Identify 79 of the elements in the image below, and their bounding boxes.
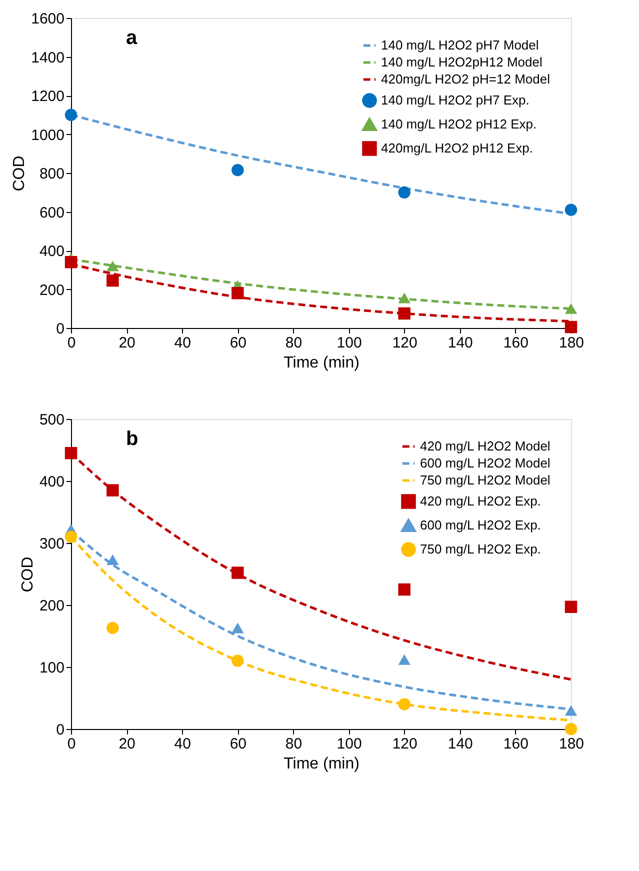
x-tick-label: 180 bbox=[558, 334, 584, 352]
point bbox=[398, 292, 410, 304]
point bbox=[398, 186, 410, 198]
y-tick-label: 0 bbox=[56, 722, 64, 738]
y-tick-label: 1400 bbox=[31, 49, 64, 66]
y-tick-label: 400 bbox=[39, 243, 64, 260]
x-tick-label: 0 bbox=[67, 736, 76, 752]
point bbox=[398, 583, 410, 596]
y-tick-label: 1200 bbox=[31, 88, 64, 105]
legend-label: 420mg/L H2O2 pH12 Exp. bbox=[381, 140, 533, 156]
x-tick-label: 60 bbox=[230, 736, 247, 752]
point bbox=[232, 287, 244, 300]
x-axis-title: Time (min) bbox=[284, 756, 360, 772]
y-axis-title: COD bbox=[11, 156, 28, 192]
point bbox=[232, 566, 244, 579]
point bbox=[64, 108, 78, 121]
point bbox=[232, 164, 244, 176]
y-tick-label: 0 bbox=[56, 320, 64, 338]
point bbox=[232, 654, 244, 667]
x-tick-label: 40 bbox=[174, 736, 191, 752]
x-tick-label: 160 bbox=[503, 334, 528, 352]
x-tick-label: 120 bbox=[392, 334, 418, 352]
legend-label: 420mg/L H2O2 pH=12 Model bbox=[381, 72, 550, 86]
x-tick-label: 160 bbox=[503, 736, 528, 752]
point bbox=[564, 320, 578, 334]
point bbox=[106, 484, 119, 496]
point bbox=[398, 698, 410, 710]
y-tick-label: 800 bbox=[39, 166, 64, 182]
x-tick-label: 20 bbox=[118, 736, 136, 752]
point bbox=[398, 654, 410, 665]
point bbox=[106, 274, 119, 287]
x-tick-label: 0 bbox=[67, 334, 76, 352]
legend-label: 140 mg/L H2O2 pH12 Exp. bbox=[381, 116, 537, 132]
legend-label: 140 mg/L H2O2 pH7 Exp. bbox=[381, 92, 530, 108]
legend-label: 750 mg/L H2O2 Exp. bbox=[420, 542, 541, 556]
point bbox=[64, 256, 78, 268]
legend-label: 600 mg/L H2O2 Exp. bbox=[420, 518, 541, 532]
x-tick-label: 140 bbox=[448, 334, 473, 352]
annotation: a bbox=[126, 27, 138, 49]
point bbox=[564, 705, 578, 716]
y-tick-label: 200 bbox=[39, 282, 64, 299]
y-tick-label: 600 bbox=[39, 204, 64, 222]
x-tick-label: 140 bbox=[448, 736, 473, 752]
y-tick-label: 400 bbox=[39, 474, 64, 490]
point bbox=[64, 530, 78, 543]
point bbox=[564, 303, 578, 314]
point bbox=[564, 600, 578, 613]
x-tick-label: 120 bbox=[392, 736, 418, 752]
y-tick-label: 1000 bbox=[31, 126, 64, 144]
y-tick-label: 100 bbox=[39, 660, 64, 676]
y-axis-title: COD bbox=[19, 556, 36, 592]
y-tick-label: 500 bbox=[39, 412, 64, 428]
point bbox=[64, 446, 78, 460]
x-tick-label: 20 bbox=[118, 334, 136, 352]
point bbox=[106, 622, 119, 634]
x-tick-label: 180 bbox=[558, 736, 584, 752]
legend-label: 750 mg/L H2O2 Model bbox=[420, 472, 550, 488]
point bbox=[232, 622, 244, 634]
x-tick-label: 80 bbox=[285, 334, 302, 352]
legend-label: 420 mg/L H2O2 Model bbox=[420, 438, 550, 454]
x-tick-label: 100 bbox=[336, 334, 362, 352]
point bbox=[106, 260, 119, 272]
y-tick-label: 1600 bbox=[31, 10, 64, 28]
x-tick-label: 100 bbox=[336, 736, 362, 752]
x-tick-label: 60 bbox=[230, 334, 247, 352]
x-tick-label: 40 bbox=[174, 334, 191, 352]
y-tick-label: 300 bbox=[39, 536, 64, 552]
legend-label: 600 mg/L H2O2 Model bbox=[420, 456, 550, 470]
point bbox=[564, 204, 578, 216]
x-tick-label: 80 bbox=[285, 736, 302, 752]
annotation: b bbox=[126, 428, 138, 450]
point bbox=[106, 554, 119, 566]
x-axis-title: Time (min) bbox=[284, 354, 360, 372]
legend-label: 420 mg/L H2O2 Exp. bbox=[420, 494, 541, 508]
point bbox=[398, 307, 410, 320]
legend-label: 140 mg/L H2O2pH12 Model bbox=[381, 54, 542, 70]
legend-label: 140 mg/L H2O2 pH7 Model bbox=[381, 38, 539, 52]
point bbox=[564, 722, 578, 736]
y-tick-label: 200 bbox=[39, 598, 64, 614]
